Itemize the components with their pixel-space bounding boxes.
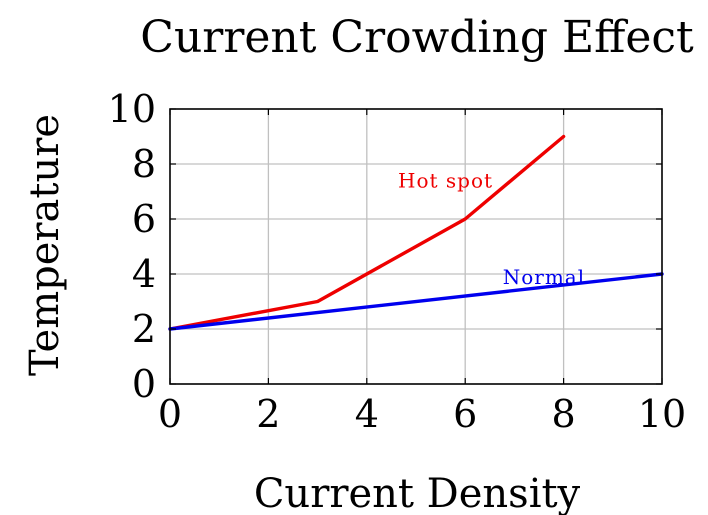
- y-tick-label: 6: [132, 197, 156, 241]
- x-tick-label: 0: [158, 392, 182, 436]
- x-tick-label: 4: [355, 392, 379, 436]
- annotation-label-2: Normal: [503, 265, 585, 289]
- x-tick-label: 10: [638, 392, 686, 436]
- y-tick-label: 10: [108, 87, 156, 131]
- x-tick-label: 6: [453, 392, 477, 436]
- y-tick-label: 2: [132, 307, 156, 351]
- plot-frame: [169, 108, 663, 385]
- series-line-2: [168, 272, 664, 331]
- x-axis-label: Current Density: [254, 471, 581, 515]
- x-tick-label: 2: [256, 392, 280, 436]
- series-line-1: [168, 134, 566, 331]
- series-lines: [168, 134, 664, 331]
- x-tick-label: 8: [552, 392, 576, 436]
- chart-title: Current Crowding Effect: [140, 12, 694, 63]
- y-axis-label: Temperature: [22, 114, 68, 376]
- y-tick-label: 8: [132, 142, 156, 186]
- y-tick-label: 4: [132, 252, 156, 296]
- annotation-label-1: Hot spot: [398, 169, 493, 193]
- y-tick-label: 0: [132, 362, 156, 406]
- grid-lines: [170, 109, 662, 384]
- annotations: Hot spot Normal: [398, 169, 585, 289]
